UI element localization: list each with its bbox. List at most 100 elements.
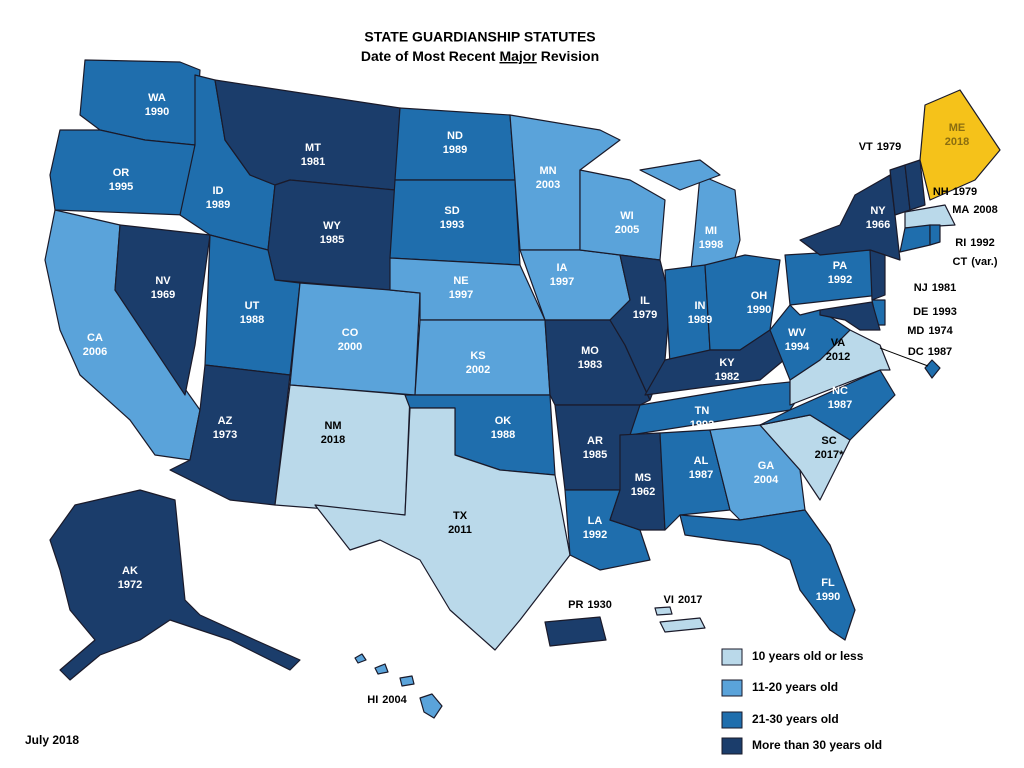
states <box>44 59 1001 719</box>
state-year: 1962 <box>631 486 655 498</box>
state-year: 1998 <box>699 239 723 251</box>
state-region <box>769 304 851 381</box>
state-label: HI 2004 <box>367 694 407 706</box>
state-year: 1979 <box>877 141 901 153</box>
legend-label: More than 30 years old <box>752 738 882 752</box>
state-year: 1994 <box>785 341 810 353</box>
state-abbr: NJ <box>914 282 928 294</box>
state-year: 2018 <box>945 136 969 148</box>
state-abbr: WV <box>788 327 806 339</box>
state-region <box>609 254 671 401</box>
state-region <box>169 364 291 506</box>
legend-swatch <box>721 711 743 729</box>
state-abbr: DC <box>908 346 924 358</box>
state-abbr: OR <box>113 167 130 179</box>
state-abbr: NC <box>832 385 848 397</box>
state-year: 1985 <box>583 449 607 461</box>
state-abbr: WI <box>620 210 633 222</box>
state-region <box>374 663 389 675</box>
state-year: 1995 <box>109 181 133 193</box>
state-abbr: SC <box>821 435 836 447</box>
state-abbr: NV <box>155 275 171 287</box>
state-year: 1972 <box>118 579 142 591</box>
state-abbr: FL <box>821 577 835 589</box>
state-year: 2000 <box>338 341 362 353</box>
state-year: 1969 <box>151 289 175 301</box>
state-label: PR 1930 <box>568 599 612 611</box>
state-abbr: OK <box>495 415 512 427</box>
state-year: 1981 <box>301 156 325 168</box>
state-abbr: RI <box>955 237 966 249</box>
state-abbr: WA <box>148 92 166 104</box>
state-year: 1997 <box>550 276 574 288</box>
state-label: RI 1992 <box>955 237 994 249</box>
state-abbr: MD <box>907 325 924 337</box>
state-abbr: NY <box>870 205 886 217</box>
state-label: CT (var.) <box>953 256 998 268</box>
state-region <box>904 159 926 211</box>
state-region <box>114 224 211 396</box>
state-year: 1974 <box>928 325 953 337</box>
state-year: 1930 <box>587 599 611 611</box>
state-region <box>929 224 941 246</box>
state-abbr: LA <box>588 515 603 527</box>
state-abbr: AK <box>122 565 138 577</box>
state-region <box>819 301 881 331</box>
state-year: 1989 <box>443 144 467 156</box>
state-year: 1988 <box>491 429 515 441</box>
state-abbr: TX <box>453 510 468 522</box>
state-abbr: DE <box>913 306 928 318</box>
state-year: 1979 <box>633 309 657 321</box>
legend-swatch <box>721 737 743 755</box>
state-year: 1966 <box>866 219 890 231</box>
state-year: 1990 <box>816 591 840 603</box>
state-abbr: GA <box>758 460 775 472</box>
legend-swatch <box>721 679 743 697</box>
state-year: 1985 <box>320 234 344 246</box>
legend-label: 21-30 years old <box>752 712 839 726</box>
state-year: (var.) <box>971 256 998 268</box>
state-year: 1989 <box>206 199 230 211</box>
state-region <box>639 159 721 191</box>
state-year: 1987 <box>689 469 713 481</box>
state-year: 1993 <box>440 219 464 231</box>
state-abbr: VI <box>664 594 674 606</box>
state-year: 1989 <box>688 314 712 326</box>
state-region <box>274 384 411 516</box>
state-year: 1983 <box>578 359 602 371</box>
state-abbr: IL <box>640 295 650 307</box>
state-region <box>544 616 607 647</box>
state-year: 2017* <box>815 449 844 461</box>
state-region <box>354 653 367 664</box>
state-year: 1992 <box>828 274 852 286</box>
state-label: DE 1993 <box>913 306 957 318</box>
legend-label: 11-20 years old <box>752 680 838 694</box>
state-abbr: AL <box>694 455 709 467</box>
state-label: NH 1979 <box>933 186 977 198</box>
state-region <box>399 675 415 687</box>
footer-date: July 2018 <box>25 733 79 747</box>
state-abbr: UT <box>245 300 260 312</box>
legend-label: 10 years old or less <box>752 649 864 663</box>
state-abbr: CO <box>342 327 359 339</box>
subtitle-part: Date of Most Recent <box>361 48 496 64</box>
dc-pointer <box>879 347 929 367</box>
state-region <box>904 204 956 229</box>
state-year: 1973 <box>213 429 237 441</box>
state-label: DC 1987 <box>908 346 952 358</box>
state-abbr: HI <box>367 694 378 706</box>
state-abbr: TN <box>695 405 710 417</box>
state-year: 2005 <box>615 224 639 236</box>
state-year: 2017 <box>678 594 702 606</box>
state-year: 1982 <box>715 371 739 383</box>
state-year: 1981 <box>932 282 956 294</box>
state-abbr: KY <box>719 357 735 369</box>
state-region <box>869 249 886 301</box>
state-year: 1992 <box>690 419 714 431</box>
state-year: 1988 <box>240 314 264 326</box>
state-year: 1997 <box>449 289 473 301</box>
state-year: 2002 <box>466 364 490 376</box>
state-year: 2008 <box>973 204 997 216</box>
state-label: MD 1974 <box>907 325 953 337</box>
